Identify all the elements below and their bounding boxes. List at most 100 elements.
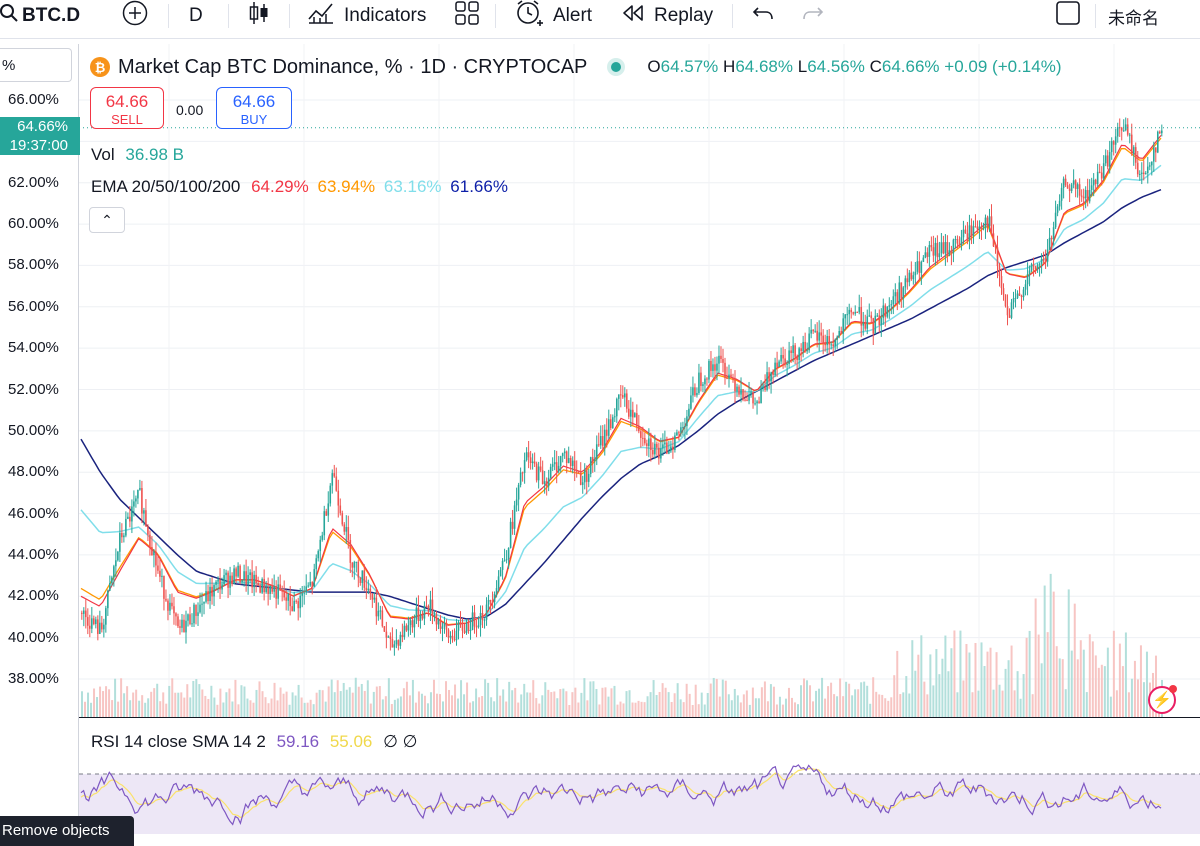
market-status-icon — [611, 62, 622, 72]
volume-bar — [827, 686, 830, 717]
volume-bar — [1139, 645, 1142, 717]
candle-body — [1110, 141, 1113, 153]
legend-title: Market Cap BTC Dominance, % · 1D · CRYPT… — [118, 55, 588, 78]
unit-selector[interactable]: % — [0, 48, 72, 82]
volume-bar — [225, 692, 228, 717]
candle-body — [686, 416, 688, 427]
compare-button[interactable] — [122, 0, 148, 32]
volume-bar — [1142, 682, 1145, 717]
candle-body — [145, 510, 147, 527]
volume-bar — [327, 686, 330, 717]
candle-body — [447, 629, 450, 638]
unit-label: % — [2, 56, 16, 74]
candle-body — [880, 318, 883, 326]
volume-bar — [598, 704, 601, 717]
alert-button[interactable]: Alert — [515, 0, 592, 32]
candle-body — [249, 572, 251, 576]
volume-bar — [472, 701, 475, 717]
candle-body — [924, 252, 927, 258]
candle-body — [519, 472, 522, 485]
lightning-icon[interactable]: ⚡ — [1148, 685, 1177, 714]
volume-bar — [977, 690, 980, 717]
buy-button[interactable]: 64.66 BUY — [216, 87, 292, 129]
templates-button[interactable] — [455, 0, 479, 32]
volume-bar — [315, 692, 318, 717]
candle-body — [1152, 147, 1155, 162]
volume-bar — [282, 693, 285, 717]
redo-button[interactable] — [802, 0, 824, 32]
sell-button[interactable]: 64.66 SELL — [90, 87, 164, 129]
volume-bar — [339, 691, 342, 717]
volume-bar — [1130, 678, 1133, 717]
symbol-search[interactable]: BTC.D — [0, 0, 80, 32]
volume-bar — [484, 679, 487, 717]
volume-bar — [652, 680, 655, 717]
candle-body — [527, 452, 530, 458]
candle-body — [127, 516, 129, 519]
candle-body — [746, 399, 748, 401]
candle-body — [407, 624, 410, 631]
candle-body — [289, 593, 291, 607]
candle-body — [1060, 187, 1063, 201]
pane-separator[interactable] — [79, 717, 1200, 718]
candle-body — [634, 413, 636, 418]
price-chart[interactable] — [79, 44, 1200, 834]
candle-body — [700, 372, 702, 386]
candle-body — [233, 568, 235, 585]
volume-bar — [950, 648, 953, 717]
candle-body — [197, 612, 199, 616]
candle-body — [950, 250, 953, 254]
candle-body — [934, 242, 937, 256]
undo-button[interactable] — [752, 0, 774, 32]
volume-bar — [463, 694, 466, 717]
candle-body — [95, 619, 97, 625]
candle-body — [453, 639, 456, 641]
divider — [228, 4, 229, 28]
volume-bar — [183, 697, 186, 717]
candle-body — [363, 570, 366, 588]
volume-bar — [1034, 598, 1037, 717]
collapse-legend-button[interactable]: ⌃ — [89, 207, 125, 233]
volume-bar — [402, 688, 405, 717]
candle-body — [181, 619, 183, 628]
volume-bar — [1118, 643, 1121, 717]
candle-body — [513, 505, 516, 529]
candle-body — [321, 535, 324, 540]
candle-body — [505, 559, 508, 561]
candle-body — [1104, 155, 1107, 164]
candle-body — [111, 577, 113, 583]
candle-body — [609, 419, 612, 429]
volume-bar — [1124, 632, 1127, 717]
volume-bar — [189, 697, 192, 717]
candle-body — [814, 330, 816, 332]
indicators-button[interactable]: Indicators — [308, 0, 426, 32]
volume-bar — [905, 676, 908, 717]
price-tick-label: 56.00% — [8, 297, 59, 315]
price-axis[interactable] — [0, 44, 79, 834]
volume-bar — [911, 640, 914, 717]
candle-body — [1088, 189, 1091, 202]
interval-button[interactable]: D — [189, 0, 203, 32]
remove-objects-button[interactable]: Remove objects — [0, 816, 134, 846]
candle-body — [1090, 185, 1093, 190]
volume-bar — [276, 700, 279, 717]
volume-bar — [529, 692, 532, 717]
volume-bar — [796, 704, 799, 717]
layout-toggle-button[interactable] — [1056, 0, 1080, 32]
layout-name-button[interactable]: 未命名 — [1108, 0, 1159, 32]
candle-body — [942, 242, 945, 254]
volume-bar — [387, 678, 390, 717]
candle-body — [173, 606, 175, 614]
ema20-line — [80, 135, 1162, 626]
rsi-legend[interactable]: RSI 14 close SMA 14 2 59.16 55.06 ∅ ∅ — [91, 732, 417, 752]
replay-button[interactable]: Replay — [622, 0, 713, 32]
volume-bar — [724, 680, 727, 717]
volume-bar — [460, 680, 463, 717]
candle-body — [107, 590, 109, 609]
chart-type-button[interactable] — [248, 0, 270, 32]
ema-legend[interactable]: EMA 20/50/100/200 64.29% 63.94% 63.16% 6… — [91, 177, 508, 197]
candle-body — [916, 261, 919, 272]
candle-body — [239, 565, 241, 583]
volume-legend[interactable]: Vol 36.98 B — [91, 145, 184, 165]
chart-area[interactable] — [79, 44, 1200, 834]
